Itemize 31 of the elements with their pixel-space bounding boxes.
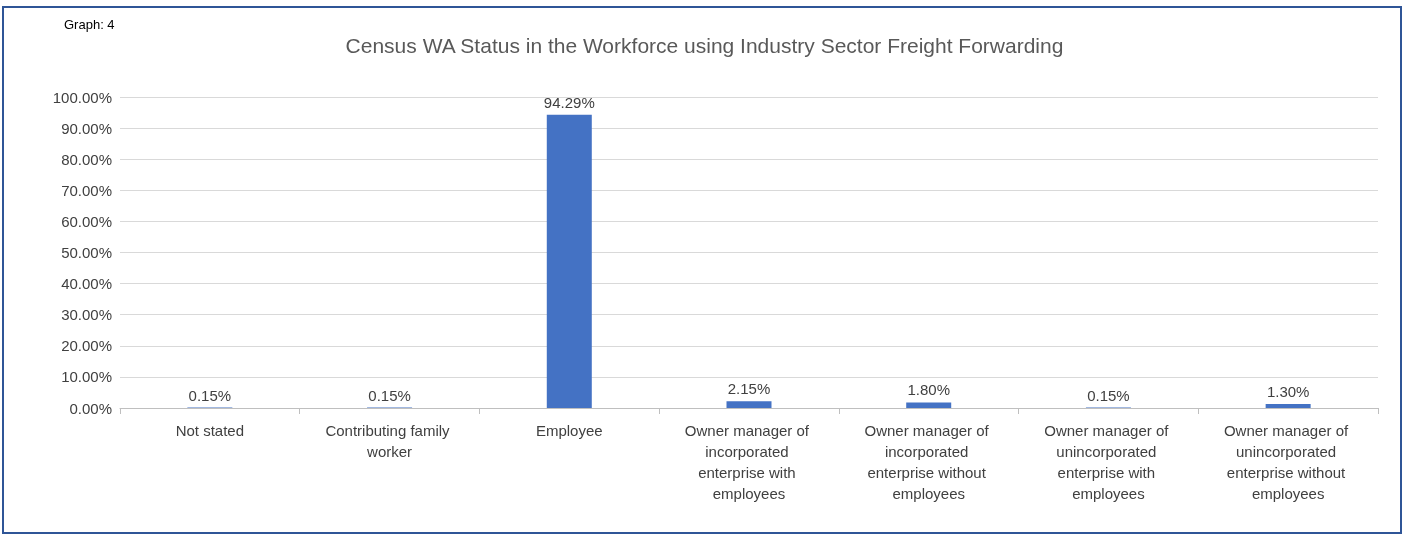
bar xyxy=(546,114,592,408)
data-label: 0.15% xyxy=(188,386,232,404)
y-tick-label: 70.00% xyxy=(61,181,112,199)
bar xyxy=(1265,403,1311,408)
x-tick-label: Not stated xyxy=(175,422,245,439)
y-tick-label: 40.00% xyxy=(61,275,112,293)
chart-title: Census WA Status in the Workforce using Industry Sector Freight Forwarding xyxy=(345,34,1064,57)
text: Graph: 4 xyxy=(64,17,115,32)
y-tick-label: 80.00% xyxy=(61,150,112,168)
y-tick-label: 10.00% xyxy=(61,368,112,386)
x-tick-label: Owner manager of incorporated enterprise with employees xyxy=(684,422,814,502)
data-label: 94.29% xyxy=(543,93,595,111)
x-tick-label: Owner manager of unincorporated enterprise without employees xyxy=(1223,422,1353,502)
x-tick-label: Employee xyxy=(535,422,603,439)
bar xyxy=(726,401,772,408)
x-tick-label: Owner manager of unincorporated enterprise with employees xyxy=(1044,422,1173,502)
y-tick-label: 60.00% xyxy=(61,212,112,230)
y-tick-label: 100.00% xyxy=(52,88,112,106)
bar xyxy=(906,402,952,408)
data-label: 0.15% xyxy=(1087,386,1130,404)
data-label: 0.15% xyxy=(368,386,411,404)
x-tick-label: Contributing family worker xyxy=(325,422,454,460)
y-tick-label: 20.00% xyxy=(61,337,112,355)
data-label: 2.15% xyxy=(727,380,771,398)
y-tick-label: 90.00% xyxy=(61,119,112,137)
x-tick-label: Owner manager of incorporated enterprise without employees xyxy=(864,422,993,502)
y-tick-label: 50.00% xyxy=(61,244,112,261)
data-label: 1.30% xyxy=(1266,382,1310,400)
data-label: 1.80% xyxy=(907,381,950,399)
y-tick-label: 0.00% xyxy=(69,399,112,417)
y-tick-label: 30.00% xyxy=(61,306,112,324)
